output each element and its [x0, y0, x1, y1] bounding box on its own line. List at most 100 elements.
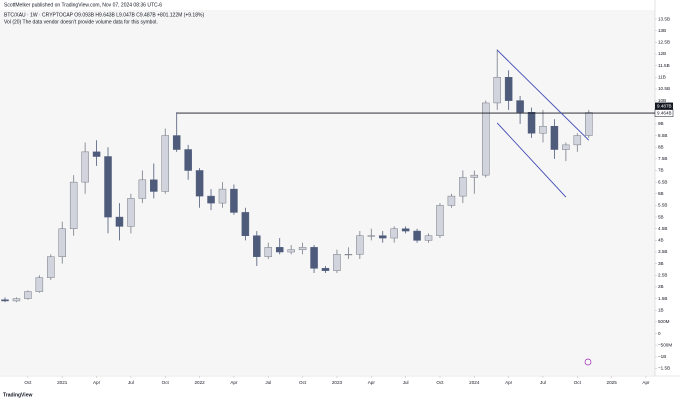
- y-tick-label: 500M: [658, 319, 670, 324]
- y-tick-label: 7.5B: [658, 156, 667, 161]
- candle-body: [104, 156, 112, 218]
- x-tick-label: 2021: [57, 380, 68, 385]
- candle-body: [287, 249, 295, 253]
- candle-body: [138, 179, 147, 199]
- candle-body: [207, 195, 215, 204]
- event-icon[interactable]: [584, 358, 592, 366]
- y-tick-label: 10.5B: [658, 86, 670, 91]
- footer-logo: TradingView: [3, 392, 32, 398]
- x-tick-label: Apr: [368, 380, 376, 385]
- x-tick-label: Apr: [642, 380, 650, 385]
- candle-body: [47, 256, 55, 278]
- candle-body: [298, 247, 307, 250]
- x-tick-label: 2022: [194, 380, 205, 385]
- candle-body: [172, 135, 181, 150]
- y-tick-label: 4.5B: [658, 226, 667, 231]
- volume-note: Vol (20) The data vendor doesn't provide…: [4, 19, 158, 25]
- candle-body: [424, 235, 433, 241]
- candle-body: [127, 198, 135, 227]
- candle-body: [253, 235, 261, 257]
- candle-body: [459, 177, 467, 197]
- candle-body: [527, 112, 536, 134]
- candle-body: [24, 291, 32, 299]
- candle-body: [35, 277, 44, 292]
- x-tick-label: Jul: [403, 380, 409, 385]
- candle-body: [92, 151, 101, 157]
- plot-area: [0, 10, 655, 375]
- x-tick-label: Jul: [265, 380, 271, 385]
- candle-body: [401, 228, 410, 232]
- candle-body: [69, 181, 78, 229]
- x-tick-label: Jul: [128, 380, 134, 385]
- y-tick-label: 2B: [658, 284, 664, 289]
- candle-body: [218, 188, 227, 204]
- candle-body: [390, 228, 398, 239]
- candle-body: [1, 299, 9, 302]
- y-tick-label: 0: [658, 331, 661, 336]
- y-tick-label: 3.5B: [658, 249, 667, 254]
- candle-body: [504, 77, 513, 101]
- candle-body: [241, 212, 250, 236]
- candle-body: [447, 195, 456, 206]
- y-tick-label: 7B: [658, 168, 664, 173]
- last-price-box: [655, 102, 673, 110]
- y-tick-label: 10B: [658, 98, 666, 103]
- y-tick-label: 1B: [658, 307, 664, 312]
- candle-body: [470, 174, 479, 178]
- x-tick-label: Oct: [24, 380, 32, 385]
- x-tick-label: Apr: [505, 380, 513, 385]
- x-tick-label: 2025: [607, 380, 618, 385]
- y-tick-label: −500M: [658, 342, 672, 347]
- attribution: ScottMelker published on TradingView.com…: [4, 2, 162, 8]
- candle-body: [150, 179, 158, 192]
- candle-body: [12, 298, 21, 302]
- candle-body: [367, 235, 376, 237]
- candle-body: [585, 112, 593, 136]
- candle-body: [275, 247, 284, 253]
- y-tick-label: 12.5B: [658, 40, 670, 45]
- candle-body: [321, 268, 330, 271]
- channel-line: [496, 122, 567, 198]
- y-tick-label: 13.5B: [658, 16, 670, 21]
- x-tick-label: Jul: [540, 380, 546, 385]
- candle-body: [356, 235, 364, 255]
- y-tick-label: 4B: [658, 238, 664, 243]
- y-tick-label: 5B: [658, 214, 664, 219]
- candle-body: [264, 247, 273, 257]
- y-tick-label: 13B: [658, 28, 666, 33]
- y-tick-label: 8.5B: [658, 133, 667, 138]
- y-tick-label: 3B: [658, 261, 664, 266]
- y-tick-label: 6B: [658, 191, 664, 196]
- x-tick-label: Apr: [230, 380, 238, 385]
- candle-body: [333, 254, 341, 271]
- candle-body: [539, 125, 547, 134]
- x-tick-label: Oct: [162, 380, 170, 385]
- candle-body: [115, 216, 124, 227]
- y-tick-label: 11.5B: [658, 63, 670, 68]
- candle-body: [573, 135, 582, 146]
- candle-body: [161, 135, 169, 192]
- y-tick-label: −1.5B: [658, 366, 670, 371]
- candle-body: [58, 228, 66, 257]
- candle-body: [562, 144, 570, 150]
- candle-body: [550, 125, 559, 150]
- y-tick-label: 12B: [658, 51, 666, 56]
- y-tick-label: 2.5B: [658, 273, 667, 278]
- y-tick-label: −1B: [658, 354, 666, 359]
- x-tick-label: Apr: [93, 380, 101, 385]
- channel-line: [496, 49, 590, 141]
- level-label: 9.464B: [657, 110, 672, 115]
- x-tick-label: 2024: [469, 380, 480, 385]
- candle-body: [482, 102, 490, 176]
- level-label-box: [654, 109, 674, 117]
- x-tick-label: 2023: [332, 380, 343, 385]
- candle-body: [413, 230, 421, 241]
- candle-body: [81, 151, 89, 183]
- candle-body: [516, 100, 524, 113]
- x-tick-label: Oct: [299, 380, 307, 385]
- y-tick-label: 11B: [658, 75, 666, 80]
- y-tick-label: 8B: [658, 144, 664, 149]
- x-tick-label: Oct: [436, 380, 444, 385]
